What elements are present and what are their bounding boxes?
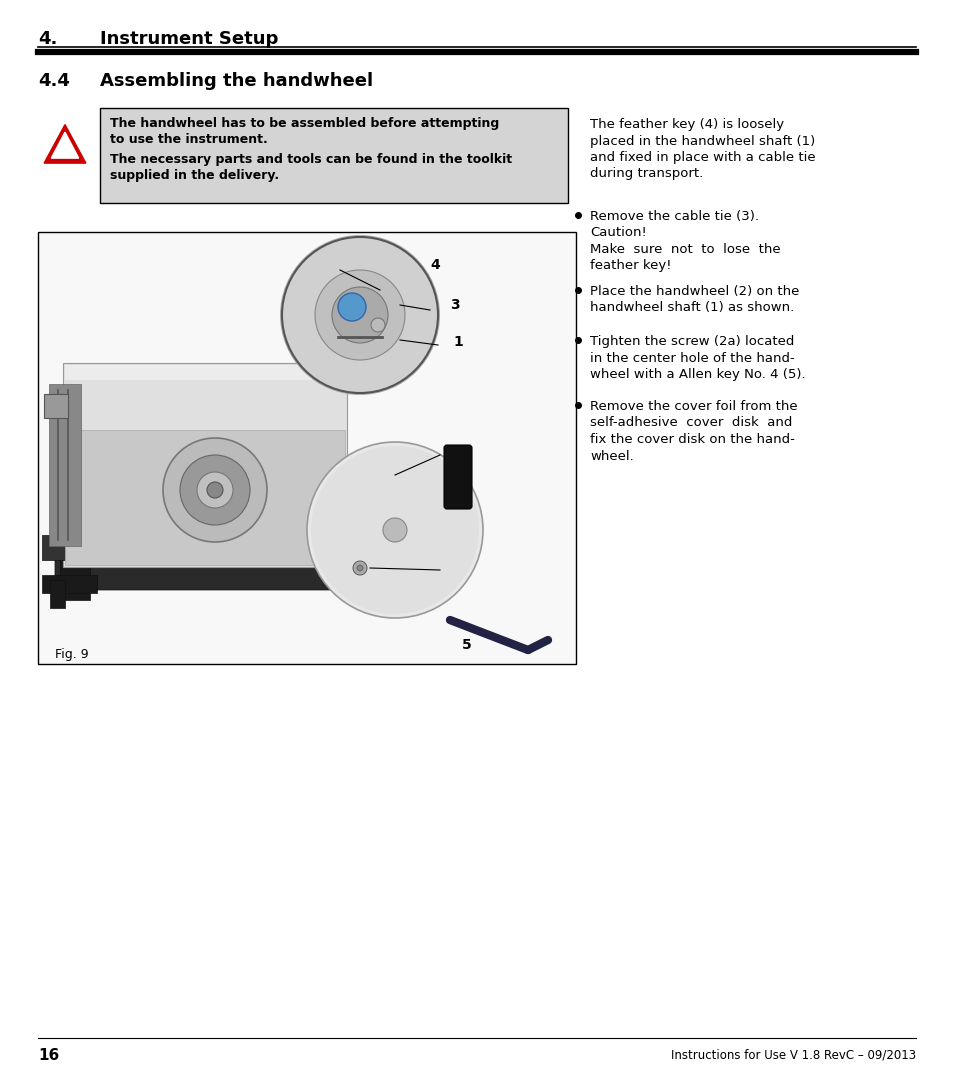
FancyBboxPatch shape	[44, 394, 68, 418]
Text: and fixed in place with a cable tie: and fixed in place with a cable tie	[589, 151, 815, 164]
Text: Remove the cable tie (3).: Remove the cable tie (3).	[589, 210, 759, 222]
Text: The feather key (4) is loosely: The feather key (4) is loosely	[589, 118, 783, 131]
Text: 2: 2	[453, 445, 462, 459]
Text: fix the cover disk on the hand-: fix the cover disk on the hand-	[589, 433, 794, 446]
FancyBboxPatch shape	[63, 363, 347, 567]
Text: supplied in the delivery.: supplied in the delivery.	[110, 168, 279, 183]
Text: Make  sure  not  to  lose  the: Make sure not to lose the	[589, 243, 780, 256]
Circle shape	[371, 318, 385, 332]
Text: The handwheel has to be assembled before attempting: The handwheel has to be assembled before…	[110, 117, 498, 130]
Circle shape	[207, 482, 223, 498]
Text: handwheel shaft (1) as shown.: handwheel shaft (1) as shown.	[589, 301, 794, 314]
Polygon shape	[44, 124, 86, 163]
Circle shape	[311, 446, 478, 615]
Polygon shape	[51, 132, 78, 158]
FancyBboxPatch shape	[443, 445, 472, 509]
Text: The necessary parts and tools can be found in the toolkit: The necessary parts and tools can be fou…	[110, 153, 512, 166]
Text: 3: 3	[450, 298, 459, 312]
Circle shape	[356, 565, 363, 571]
Circle shape	[180, 455, 250, 525]
FancyBboxPatch shape	[49, 384, 81, 546]
Polygon shape	[65, 365, 345, 380]
Text: to use the instrument.: to use the instrument.	[110, 133, 268, 146]
Circle shape	[353, 561, 367, 575]
Text: Fig. 9: Fig. 9	[55, 648, 89, 661]
Text: feather key!: feather key!	[589, 259, 671, 272]
Circle shape	[307, 442, 482, 618]
Text: 5: 5	[461, 638, 471, 652]
Text: LEICA RM2...: LEICA RM2...	[154, 455, 216, 465]
Text: Tighten the screw (2a) located: Tighten the screw (2a) located	[589, 335, 794, 348]
Circle shape	[280, 235, 439, 395]
Text: 1: 1	[453, 335, 462, 349]
Text: 4.4: 4.4	[38, 72, 70, 90]
FancyBboxPatch shape	[42, 535, 392, 561]
Circle shape	[382, 518, 407, 542]
Polygon shape	[55, 561, 410, 590]
Text: !: !	[60, 141, 71, 166]
Text: Place the handwheel (2) on the: Place the handwheel (2) on the	[589, 285, 799, 298]
Text: Assembling the handwheel: Assembling the handwheel	[100, 72, 373, 90]
Text: wheel.: wheel.	[589, 449, 633, 462]
FancyBboxPatch shape	[100, 108, 567, 203]
Text: Instructions for Use V 1.8 RevC – 09/2013: Instructions for Use V 1.8 RevC – 09/201…	[670, 1048, 915, 1061]
Circle shape	[314, 270, 405, 360]
Circle shape	[337, 293, 366, 321]
Text: 4: 4	[430, 258, 439, 272]
Circle shape	[282, 237, 437, 393]
Text: during transport.: during transport.	[589, 167, 702, 180]
Text: Instrument Setup: Instrument Setup	[100, 30, 278, 48]
Text: 2a: 2a	[448, 561, 465, 573]
Text: 4.: 4.	[38, 30, 57, 48]
FancyBboxPatch shape	[60, 555, 90, 600]
Text: in the center hole of the hand-: in the center hole of the hand-	[589, 351, 794, 365]
FancyBboxPatch shape	[38, 232, 576, 664]
Text: 16: 16	[38, 1048, 59, 1063]
Text: placed in the handwheel shaft (1): placed in the handwheel shaft (1)	[589, 135, 815, 148]
FancyBboxPatch shape	[50, 580, 65, 608]
Text: self-adhesive  cover  disk  and: self-adhesive cover disk and	[589, 417, 792, 430]
FancyBboxPatch shape	[65, 430, 345, 565]
Circle shape	[163, 438, 267, 542]
Circle shape	[196, 472, 233, 508]
Text: Remove the cover foil from the: Remove the cover foil from the	[589, 400, 797, 413]
FancyBboxPatch shape	[42, 575, 97, 593]
Text: Caution!: Caution!	[589, 227, 646, 240]
Text: wheel with a Allen key No. 4 (5).: wheel with a Allen key No. 4 (5).	[589, 368, 804, 381]
Circle shape	[332, 287, 388, 343]
